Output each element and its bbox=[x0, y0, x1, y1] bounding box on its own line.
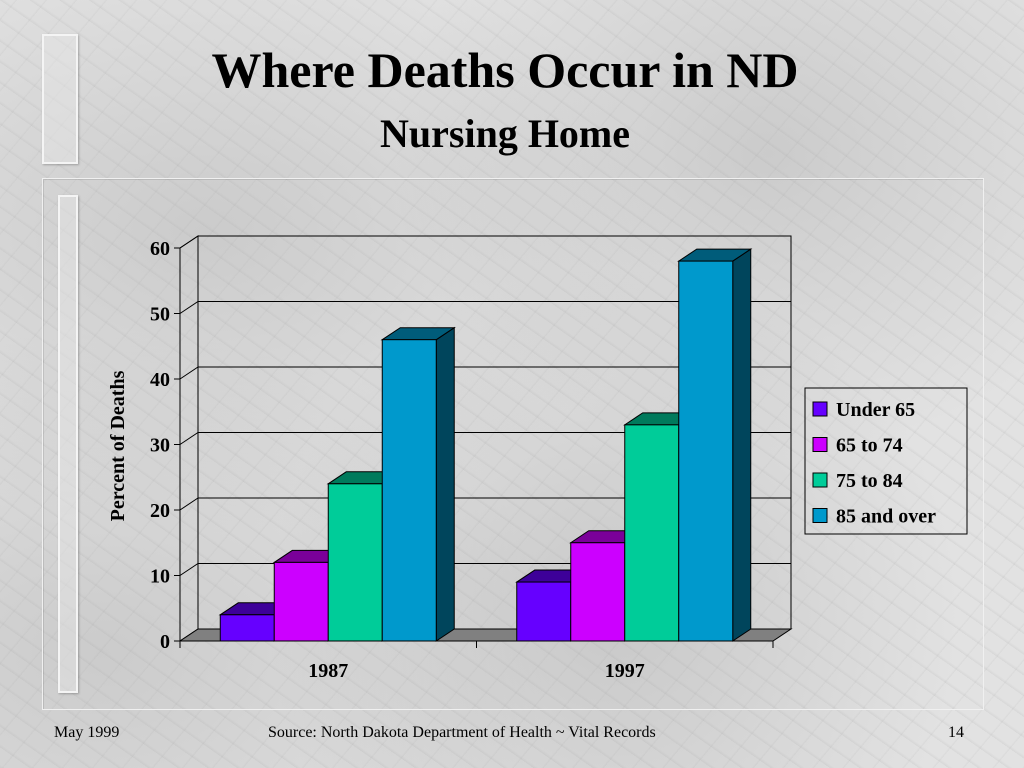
bar-front-face bbox=[516, 581, 572, 642]
legend-label-under-65: Under 65 bbox=[836, 399, 915, 421]
footer-page-number: 14 bbox=[948, 724, 964, 741]
gridline bbox=[179, 235, 791, 249]
y-tick-label: 0 bbox=[160, 631, 170, 653]
bar-side-face bbox=[732, 248, 752, 642]
y-tick-label: 50 bbox=[150, 304, 170, 326]
legend-swatch-65-to-74 bbox=[812, 437, 828, 452]
x-tick-labels: 1987 1997 bbox=[308, 660, 645, 682]
gridline bbox=[179, 432, 791, 445]
footer-source: Source: North Dakota Department of Healt… bbox=[268, 724, 656, 741]
legend-label-85-and-over: 85 and over bbox=[836, 506, 936, 528]
chart-frame bbox=[42, 178, 984, 710]
gridline bbox=[179, 366, 791, 380]
y-tick-label: 10 bbox=[150, 566, 170, 588]
y-tick-label: 30 bbox=[150, 435, 170, 457]
y-tick-label: 60 bbox=[150, 238, 170, 260]
x-tick-label-1987: 1987 bbox=[308, 660, 348, 682]
legend-swatch-under-65 bbox=[812, 401, 828, 417]
bar-front-face bbox=[624, 424, 680, 642]
bar-side-face bbox=[435, 326, 455, 642]
gridline bbox=[179, 497, 791, 511]
bar-front-face bbox=[219, 614, 275, 642]
gridline bbox=[179, 301, 791, 314]
footer-date: May 1999 bbox=[54, 724, 120, 741]
decorative-frame-bar-top bbox=[42, 34, 78, 164]
slide-subtitle: Nursing Home bbox=[380, 111, 630, 156]
legend-box bbox=[804, 387, 968, 535]
bar-front-face bbox=[273, 561, 329, 642]
y-axis-label: Percent of Deaths bbox=[107, 370, 129, 521]
chart-bars bbox=[218, 248, 753, 642]
bar-front-face bbox=[570, 542, 626, 642]
legend-swatch-85-and-over bbox=[812, 508, 828, 523]
bar-front-face bbox=[327, 483, 383, 642]
y-tick-label: 20 bbox=[150, 500, 170, 522]
x-tick-label-1997: 1997 bbox=[605, 660, 645, 682]
bar-85-and-over-1997 bbox=[677, 248, 753, 642]
y-tick-label: 40 bbox=[150, 369, 170, 391]
legend-swatch-75-to-84 bbox=[812, 472, 828, 488]
bar-front-face bbox=[678, 260, 734, 642]
y-tick-labels: 0 10 20 30 40 50 60 bbox=[150, 238, 170, 653]
slide-title: Where Deaths Occur in ND bbox=[211, 42, 799, 98]
decorative-frame-bar-left bbox=[58, 195, 78, 693]
chart-legend: Under 65 65 to 74 75 to 84 85 and over bbox=[804, 387, 968, 535]
bar-front-face bbox=[381, 339, 437, 642]
legend-label-65-to-74: 65 to 74 bbox=[836, 435, 903, 457]
bar-85-and-over-1987 bbox=[380, 326, 456, 642]
legend-label-75-to-84: 75 to 84 bbox=[836, 470, 903, 492]
